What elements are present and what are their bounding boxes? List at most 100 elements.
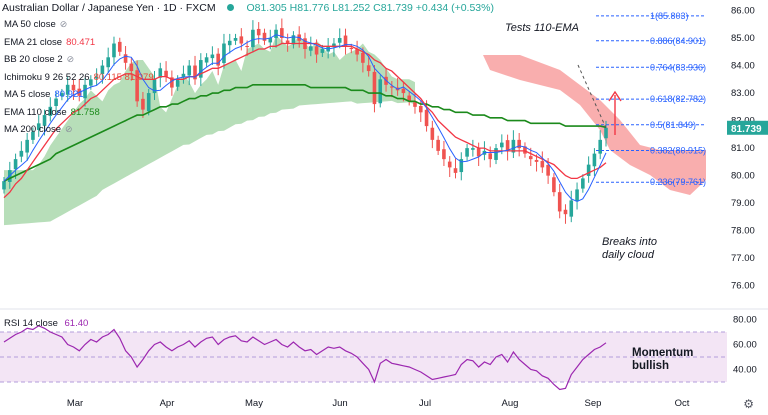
- time-axis: Mar Apr May Jun Jul Aug Sep Oct: [67, 398, 690, 409]
- candle-body: [19, 150, 24, 157]
- candle-body: [60, 93, 64, 97]
- indicator-3[interactable]: Ichimoku 9 26 52 26 80.115 81.079: [4, 72, 154, 83]
- candle-body: [256, 28, 261, 36]
- candle-body: [106, 57, 110, 68]
- candle-body: [71, 84, 76, 91]
- candle-body: [500, 142, 504, 148]
- candle-body: [193, 65, 197, 80]
- candle-body: [453, 168, 458, 173]
- rsi-label: RSI 14 close: [4, 318, 58, 329]
- time-tick-jun: Jun: [332, 398, 347, 409]
- candle-body: [390, 86, 394, 88]
- fib-label-0.382: 0.382(80.915): [650, 145, 706, 155]
- price-tick: 79.00: [731, 198, 755, 209]
- candle-body: [372, 71, 377, 105]
- price-badge-label: 81.739: [731, 124, 762, 135]
- candle-body: [366, 65, 371, 72]
- indicator-2[interactable]: BB 20 close 2 ⊘: [4, 54, 74, 65]
- eye-off-icon[interactable]: ⊘: [66, 54, 75, 64]
- fibonacci-levels: 1(85.803) 0.886(84.901) 0.764(83.936) 0.618…: [596, 11, 706, 187]
- candle-body: [586, 164, 591, 176]
- candle-body: [31, 131, 35, 140]
- price-tick: 84.00: [731, 61, 755, 72]
- candle-body: [199, 60, 203, 78]
- indicator-0[interactable]: MA 50 close ⊘: [4, 19, 67, 30]
- indicator-5[interactable]: EMA 110 close 81.758: [4, 107, 100, 118]
- candle-body: [152, 79, 157, 94]
- chart-header: Australian Dollar / Japanese Yen · 1D · …: [2, 2, 494, 14]
- price-tick: 78.00: [731, 226, 755, 237]
- rsi-tick: 80.00: [733, 315, 757, 326]
- eye-off-icon[interactable]: ⊘: [65, 124, 73, 134]
- candle-body: [164, 70, 168, 77]
- price-tick: 80.00: [731, 171, 755, 182]
- candles: [2, 18, 608, 224]
- indicator-value: 80.471: [66, 36, 96, 48]
- candle-body: [471, 148, 475, 150]
- candle-body: [89, 79, 93, 86]
- candle-body: [349, 47, 354, 50]
- price-tick: 76.00: [731, 281, 755, 292]
- indicator-label: EMA 110 close: [4, 106, 67, 118]
- annotation-momentum-2: bullish: [632, 360, 670, 372]
- fib-label-0.886: 0.886(84.901): [650, 36, 706, 46]
- candle-body: [598, 139, 603, 154]
- candle-body: [83, 84, 87, 99]
- candle-body: [146, 93, 151, 112]
- symbol-title: Australian Dollar / Japanese Yen · 1D · …: [2, 2, 216, 14]
- candle-body: [465, 148, 469, 157]
- candle-body: [135, 70, 139, 102]
- annotation-breaks-1: Breaks into: [602, 236, 658, 248]
- candle-body: [418, 106, 423, 113]
- time-tick-sep: Sep: [585, 398, 602, 409]
- candle-body: [320, 49, 325, 53]
- candle-body: [158, 68, 163, 78]
- candle-body: [430, 127, 435, 140]
- candle-body: [13, 159, 18, 170]
- candle-body: [204, 57, 209, 63]
- candle-body: [25, 139, 29, 153]
- candle-body: [100, 65, 105, 75]
- indicator-label: MA 5 close: [4, 89, 51, 100]
- rsi-pane: 40.00 60.00 80.00: [0, 315, 757, 391]
- rsi-legend: RSI 14 close 61.40: [4, 318, 88, 329]
- candle-body: [505, 140, 510, 151]
- eye-off-icon[interactable]: ⊘: [59, 19, 68, 29]
- candle-body: [222, 43, 226, 64]
- candle-body: [268, 38, 273, 43]
- candle-body: [592, 153, 597, 167]
- moving-averages: [3, 34, 607, 203]
- annotation-tests-ema: Tests 110-EMA: [505, 22, 579, 34]
- candle-body: [233, 38, 238, 41]
- target-arrow-head: [608, 90, 622, 102]
- price-tick: 81.00: [731, 143, 755, 154]
- candle-body: [210, 54, 215, 59]
- price-tick: 85.00: [731, 33, 755, 44]
- candle-body: [308, 46, 313, 51]
- candle-body: [604, 127, 608, 139]
- candle-body: [123, 54, 128, 63]
- candle-body: [361, 52, 365, 63]
- candle-body: [175, 79, 180, 87]
- candle-body: [65, 84, 70, 95]
- candle-body: [552, 177, 556, 193]
- candle-body: [54, 98, 58, 107]
- indicator-6[interactable]: MA 200 close ⊘: [4, 124, 73, 135]
- indicator-value: 80.115 81.079: [93, 71, 154, 83]
- fib-label-0.236: 0.236(79.761): [650, 177, 706, 187]
- indicator-1[interactable]: EMA 21 close 80.471: [4, 37, 95, 48]
- price-axis: 76.0077.0078.0079.0080.0081.0082.0083.00…: [0, 6, 768, 310]
- cloud-bullish: [4, 35, 415, 226]
- candle-body: [141, 98, 145, 110]
- candle-body: [129, 63, 134, 72]
- rsi-line: [3, 325, 607, 391]
- candle-body: [378, 79, 383, 104]
- candle-body: [332, 43, 336, 48]
- annotation-breaks-2: daily cloud: [602, 249, 654, 261]
- gear-icon[interactable]: ⚙: [743, 397, 754, 411]
- ema-110-line: [3, 84, 607, 182]
- candle-body: [48, 106, 53, 116]
- candle-body: [170, 77, 174, 88]
- indicator-4[interactable]: MA 5 close 80.921: [4, 89, 84, 100]
